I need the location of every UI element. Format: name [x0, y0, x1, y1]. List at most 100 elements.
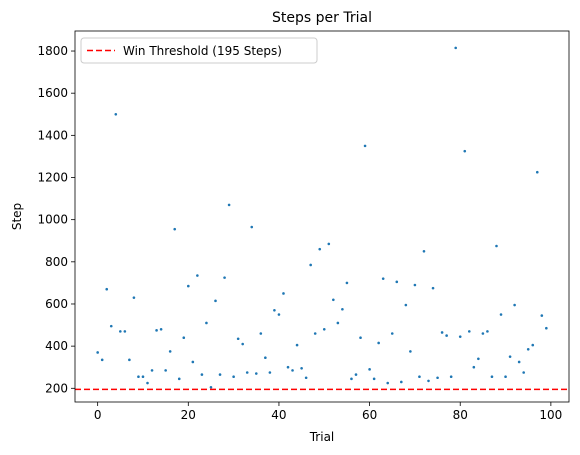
data-point: [440, 331, 444, 334]
data-point: [141, 375, 145, 379]
data-point: [291, 369, 294, 372]
data-point: [436, 376, 439, 380]
data-point: [472, 365, 476, 369]
data-point: [259, 332, 263, 335]
data-point: [341, 307, 344, 311]
data-point: [381, 277, 385, 280]
data-point: [273, 309, 276, 312]
y-tick-label: 1800: [37, 44, 68, 58]
y-tick-label: 1200: [37, 171, 68, 185]
data-point: [313, 332, 317, 335]
data-point: [218, 373, 222, 376]
data-point: [332, 298, 335, 302]
x-tick-label: 100: [539, 408, 562, 422]
x-axis-ticks: 0 20 40 60 80 100: [94, 402, 562, 422]
data-point: [150, 369, 154, 372]
x-tick-label: 0: [94, 408, 102, 422]
data-point: [545, 326, 548, 330]
data-point: [404, 303, 408, 307]
data-point: [132, 296, 136, 299]
data-point: [109, 324, 113, 328]
data-point: [114, 112, 118, 116]
data-point: [504, 375, 507, 379]
data-point: [105, 287, 109, 291]
y-tick-label: 1600: [37, 86, 68, 100]
x-tick-label: 60: [362, 408, 377, 422]
data-point: [327, 242, 331, 246]
data-point: [232, 375, 235, 379]
data-point: [254, 372, 258, 375]
y-axis-ticks: 200 400 600 800 1000 1200 1400 1600 1800: [37, 44, 75, 395]
data-point: [200, 373, 204, 376]
data-point: [295, 343, 299, 347]
data-point: [159, 327, 163, 331]
y-tick-label: 400: [45, 339, 68, 353]
plot-area-frame: [74, 30, 570, 403]
data-point: [390, 332, 394, 335]
data-point: [268, 371, 272, 374]
data-point: [400, 380, 403, 384]
data-point: [146, 381, 149, 385]
data-point: [223, 276, 226, 279]
y-tick-label: 600: [45, 297, 68, 311]
legend-box: [80, 37, 318, 64]
data-point: [264, 356, 267, 360]
data-point: [386, 381, 390, 385]
data-point: [250, 225, 254, 229]
data-point: [96, 351, 99, 354]
x-axis-label: Trial: [309, 430, 335, 444]
data-point: [191, 360, 195, 364]
legend-entry-threshold: Win Threshold (195 Steps): [123, 44, 282, 58]
data-point: [182, 336, 186, 340]
data-point: [477, 357, 480, 361]
data-point: [205, 321, 208, 325]
data-point: [137, 375, 140, 379]
data-point: [245, 371, 249, 374]
data-point: [354, 373, 358, 376]
data-point: [395, 280, 399, 284]
data-point: [241, 342, 244, 346]
data-point: [418, 375, 421, 379]
x-tick-label: 80: [453, 408, 468, 422]
data-point: [517, 360, 521, 364]
data-point: [123, 330, 127, 333]
data-point: [463, 149, 467, 153]
data-point: [168, 350, 172, 353]
data-point: [214, 299, 217, 303]
data-point: [486, 330, 489, 333]
data-point: [368, 368, 371, 371]
data-point: [359, 336, 362, 340]
data-point: [522, 371, 525, 374]
data-point: [196, 274, 199, 277]
data-point: [173, 227, 177, 231]
data-point: [164, 369, 167, 372]
y-tick-label: 1400: [37, 128, 68, 142]
data-points: [96, 46, 548, 389]
data-point: [413, 283, 417, 287]
y-tick-label: 800: [45, 255, 68, 269]
x-tick-label: 20: [181, 408, 196, 422]
data-point: [481, 332, 485, 335]
data-point: [454, 46, 457, 50]
data-point: [336, 321, 340, 325]
data-point: [427, 379, 430, 383]
data-point: [372, 377, 376, 381]
legend: Win Threshold (195 Steps): [80, 37, 318, 64]
data-point: [119, 330, 122, 333]
data-point: [377, 341, 380, 345]
data-point: [490, 375, 494, 379]
data-point: [345, 281, 349, 285]
data-point: [187, 284, 190, 288]
data-point: [495, 244, 498, 248]
data-point: [128, 358, 131, 362]
y-tick-label: 1000: [37, 213, 68, 227]
data-point: [236, 337, 240, 341]
data-point: [209, 385, 213, 389]
data-point: [286, 365, 290, 369]
data-point: [304, 376, 308, 380]
data-point: [531, 343, 535, 347]
y-axis-label: Step: [10, 203, 24, 230]
data-point: [535, 170, 539, 174]
data-point: [322, 327, 326, 331]
